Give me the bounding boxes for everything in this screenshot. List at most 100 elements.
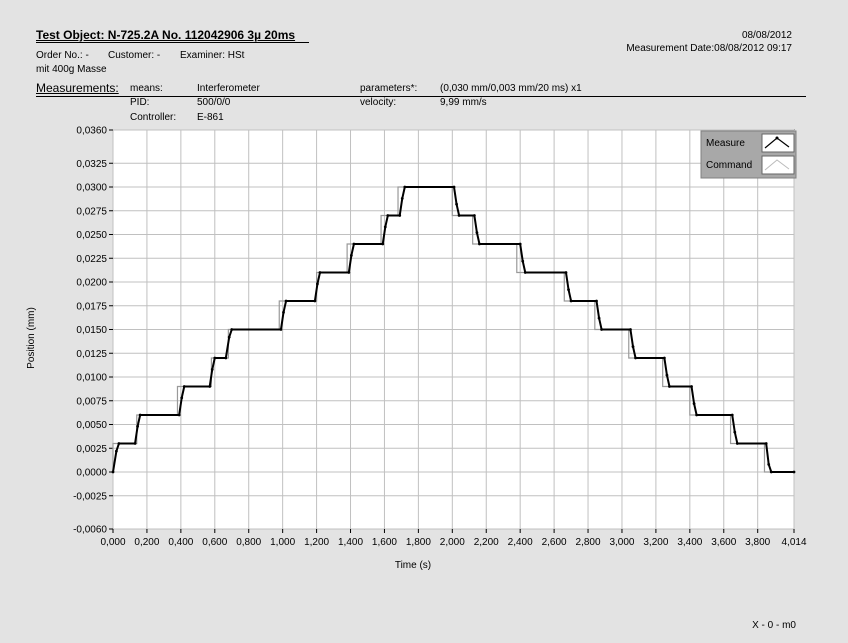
x-tick-label: 2,400	[508, 537, 533, 548]
x-tick-label: 2,200	[474, 537, 499, 548]
y-tick-label: 0,0100	[76, 373, 107, 384]
x-tick-label: 0,600	[202, 537, 227, 548]
y-tick-label: 0,0125	[76, 349, 107, 360]
measure-point	[386, 214, 390, 217]
measure-point	[282, 311, 285, 314]
means-value: Interferometer	[197, 83, 260, 94]
measure-point	[318, 271, 322, 274]
x-axis-label: Time (s)	[395, 560, 431, 571]
y-tick-label: 0,0250	[76, 230, 107, 241]
measure-point	[662, 356, 666, 360]
y-tick-label: 0,0360	[76, 126, 107, 137]
order-no: Order No.: -	[36, 50, 89, 61]
measurement-date: Measurement Date:08/08/2012 09:17	[626, 43, 792, 54]
measure-point	[597, 316, 601, 320]
measure-point	[117, 442, 121, 445]
measure-point	[381, 242, 385, 246]
y-tick-label: 0,0200	[76, 278, 107, 289]
y-tick-label: -0,0025	[73, 491, 107, 502]
examiner: Examiner: HSt	[180, 50, 245, 61]
measure-point	[230, 328, 234, 331]
measure-point	[595, 299, 598, 303]
means-label: means:	[130, 83, 163, 94]
measure-point	[114, 449, 118, 453]
measure-point	[316, 282, 319, 286]
measure-point	[400, 197, 404, 200]
measure-point	[769, 470, 773, 474]
x-tick-label: 3,200	[643, 537, 668, 548]
legend-swatch-measure	[761, 133, 795, 153]
measure-point	[792, 470, 796, 474]
x-tick-label: 3,000	[609, 537, 634, 548]
y-axis-label: Position (mm)	[26, 307, 37, 369]
legend: Measure Command	[700, 130, 797, 179]
y-tick-label: 0,0300	[76, 183, 107, 194]
y-tick-label: 0,0050	[76, 420, 107, 431]
measure-point	[521, 259, 525, 263]
y-tick-label: 0,0150	[76, 325, 107, 336]
x-tick-label: 3,400	[677, 537, 702, 548]
measure-point	[111, 470, 115, 474]
measure-point	[138, 413, 142, 417]
x-tick-label: 0,000	[100, 537, 125, 548]
x-tick-label: 3,600	[711, 537, 736, 548]
parameters-label: parameters*:	[360, 83, 418, 94]
measure-point	[567, 288, 570, 291]
measure-point	[210, 368, 214, 371]
measure-point	[457, 214, 461, 217]
x-tick-label: 1,000	[270, 537, 295, 548]
measure-point	[182, 385, 186, 388]
header-separator	[36, 96, 806, 97]
measure-point	[692, 402, 696, 405]
pid-value: 500/0/0	[197, 97, 231, 108]
measure-point	[136, 425, 140, 428]
measure-point	[690, 385, 693, 388]
parameters-value: (0,030 mm/0,003 mm/20 ms) x1	[440, 83, 582, 94]
measure-point	[213, 356, 217, 360]
x-axis-ticks: 0,000 0,200 0,400 0,600 0,800 1,000 1,200 1,400…	[100, 529, 807, 548]
measure-point	[735, 442, 739, 445]
x-tick-label: 2,000	[440, 537, 465, 548]
pid-label: PID:	[130, 97, 150, 108]
controller-value: E-861	[197, 112, 224, 123]
measure-point	[133, 442, 137, 445]
measure-point	[767, 463, 771, 466]
x-tick-label: 0,200	[134, 537, 159, 548]
y-tick-label: 0,0025	[76, 444, 107, 455]
x-tick-label: 2,600	[542, 537, 567, 548]
measure-point	[284, 299, 288, 303]
measure-point	[668, 385, 671, 388]
remark: mit 400g Masse	[36, 64, 107, 75]
measure-point	[730, 413, 734, 417]
y-tick-label: 0,0000	[76, 468, 107, 479]
measure-point	[403, 185, 407, 189]
measure-point	[472, 214, 476, 217]
report-date: 08/08/2012	[741, 30, 792, 41]
measure-point	[352, 242, 356, 246]
measurements-heading: Measurements:	[36, 81, 119, 95]
measure-point	[208, 385, 212, 388]
footer-code: X - 0 - m0	[752, 620, 796, 631]
measure-point	[313, 299, 317, 303]
velocity-label: velocity:	[360, 97, 397, 108]
x-tick-label: 1,800	[406, 537, 431, 548]
x-tick-label: 3,800	[745, 537, 770, 548]
y-tick-label: 0,0075	[76, 396, 107, 407]
legend-swatch-command	[761, 155, 795, 175]
measure-point	[634, 356, 637, 360]
measure-point	[523, 271, 527, 274]
measure-point	[177, 413, 181, 417]
series-group	[111, 185, 796, 474]
x-tick-label: 1,400	[338, 537, 363, 548]
title-underline	[36, 42, 309, 43]
y-axis-ticks: 0,0360 0,0325 0,0300 0,0275 0,0250 0,0225 0,02…	[73, 126, 113, 536]
measure-point	[349, 254, 353, 257]
measure-point	[665, 373, 669, 377]
x-tick-label: 4,014	[781, 537, 806, 548]
measure-point	[695, 413, 699, 417]
measure-point	[629, 328, 632, 331]
legend-label-command: Command	[706, 160, 752, 171]
measure-point	[224, 356, 228, 360]
x-tick-label: 2,800	[576, 537, 601, 548]
